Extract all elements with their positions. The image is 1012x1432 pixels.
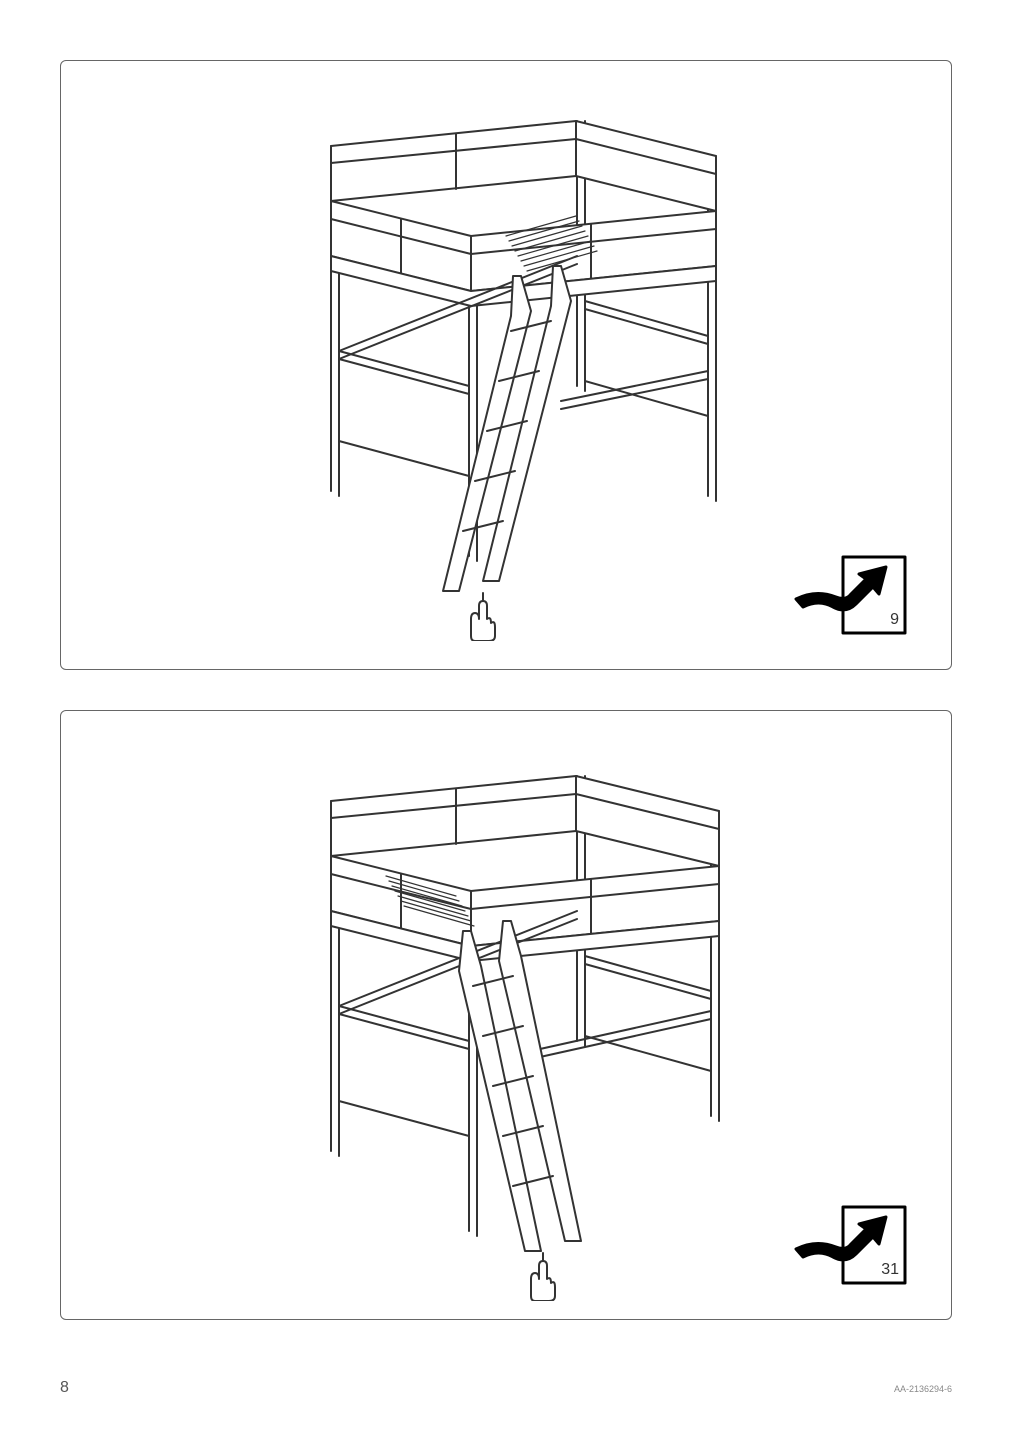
instruction-panel-1: 9	[60, 60, 952, 670]
reference-number-1: 9	[890, 611, 899, 629]
instruction-panel-2: 31	[60, 710, 952, 1320]
reference-number-2: 31	[881, 1261, 899, 1279]
page-reference-icon-1: 9	[791, 549, 911, 639]
loft-bed-diagram-2	[231, 761, 751, 1291]
loft-bed-diagram-1	[211, 101, 731, 641]
page-number: 8	[60, 1379, 69, 1397]
page-reference-icon-2: 31	[791, 1199, 911, 1289]
document-id: AA-2136294-6	[894, 1384, 952, 1394]
